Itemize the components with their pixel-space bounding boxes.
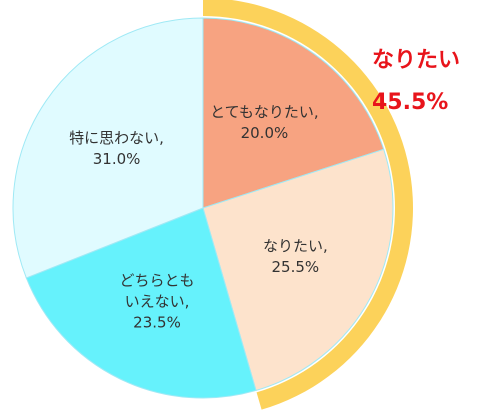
- pie-slice: [12, 17, 204, 279]
- pie-slice: [202, 17, 385, 209]
- highlight-value: 45.5%: [372, 90, 449, 115]
- category-label: とてもなりたい,: [210, 103, 319, 122]
- slice-label: なりたい, 25.5%: [263, 236, 328, 278]
- pie-slice: [202, 148, 394, 392]
- slice-label: 特に思わない, 31.0%: [69, 128, 164, 170]
- highlight-label: なりたい: [372, 48, 461, 73]
- value-label: 23.5%: [133, 313, 181, 332]
- value-label: 31.0%: [92, 150, 141, 169]
- category-label: なりたい,: [262, 236, 328, 255]
- category-label: どちらとも いえない,: [119, 271, 195, 311]
- value-label: 20.0%: [240, 124, 289, 143]
- category-label: 特に思わない,: [69, 129, 164, 148]
- slice-label: とてもなりたい, 20.0%: [210, 102, 319, 144]
- value-label: 25.5%: [271, 257, 320, 276]
- slice-label: どちらとも いえない, 23.5%: [120, 270, 195, 333]
